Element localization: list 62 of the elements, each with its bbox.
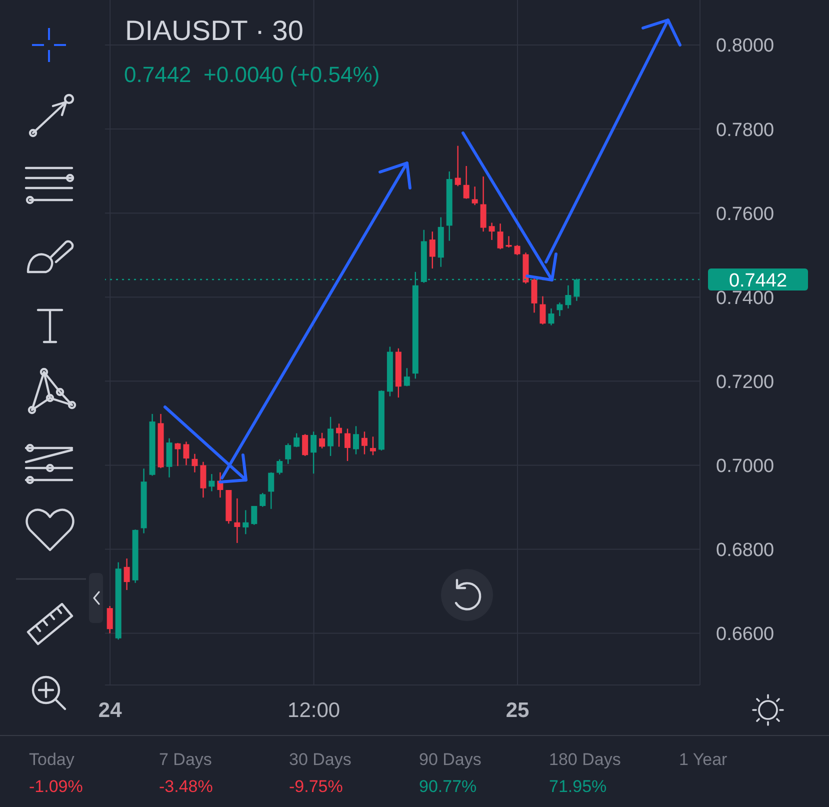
candlestick	[514, 244, 520, 256]
candlestick	[183, 441, 190, 466]
text: 1 Year	[679, 750, 728, 770]
y-tick-label: 0.7800	[716, 120, 774, 141]
candlestick	[174, 442, 181, 467]
x-tick-label: 12:00	[288, 699, 340, 722]
candlestick	[302, 434, 308, 457]
candlestick	[285, 442, 292, 465]
text: Today	[29, 750, 74, 770]
candlestick	[124, 558, 130, 591]
x-tick-label: 24	[98, 699, 122, 722]
text: 30 Days	[289, 750, 352, 770]
candlestick	[472, 186, 478, 206]
text: 180 Days	[549, 750, 621, 770]
candlestick	[200, 461, 206, 498]
candlestick	[404, 368, 410, 387]
candlestick	[310, 430, 317, 474]
x-tick-label: 25	[506, 699, 530, 722]
y-tick-label: 0.8000	[716, 36, 774, 57]
candlestick	[276, 458, 283, 476]
text: 7 Days	[159, 750, 212, 770]
candlestick	[540, 296, 546, 326]
y-tick-label: 0.7000	[716, 456, 774, 477]
candlestick	[294, 432, 300, 448]
candlestick	[260, 492, 266, 508]
candlestick	[336, 423, 342, 448]
candlestick	[106, 605, 113, 634]
candlestick	[480, 176, 486, 232]
y-tick-label: 0.6600	[716, 624, 774, 646]
candlestick	[565, 284, 572, 310]
text: DIAUSDT · 30	[125, 15, 304, 47]
candlestick	[531, 278, 538, 314]
text: -3.48%	[159, 777, 213, 797]
candlestick	[344, 428, 351, 462]
text: -9.75%	[289, 777, 343, 797]
candlestick	[497, 222, 504, 250]
candlestick	[234, 498, 240, 544]
candlestick	[488, 222, 495, 241]
text: 71.95%	[549, 777, 607, 797]
text: 90.77%	[419, 777, 477, 797]
text: 0.7442 +0.0040 (+0.54%)	[124, 62, 380, 88]
candlestick	[454, 145, 461, 187]
candlestick	[429, 230, 436, 270]
candlestick	[268, 472, 274, 510]
text: 90 Days	[419, 750, 482, 770]
candlestick	[361, 430, 368, 455]
y-tick-label: 0.6800	[716, 540, 774, 562]
candlestick	[328, 416, 334, 457]
candlestick	[319, 432, 326, 449]
text: -1.09%	[29, 777, 83, 797]
candlestick	[370, 436, 376, 456]
y-tick-label: 0.7200	[716, 372, 774, 393]
candlestick	[548, 308, 554, 326]
candlestick	[506, 236, 512, 248]
candlestick	[352, 426, 359, 455]
candlestick	[192, 453, 198, 473]
candlestick	[208, 473, 215, 492]
candlestick	[463, 165, 470, 200]
candlestick	[556, 302, 563, 317]
candlestick	[242, 510, 249, 535]
candlestick	[251, 505, 258, 526]
y-tick-label: 0.7600	[716, 204, 774, 225]
